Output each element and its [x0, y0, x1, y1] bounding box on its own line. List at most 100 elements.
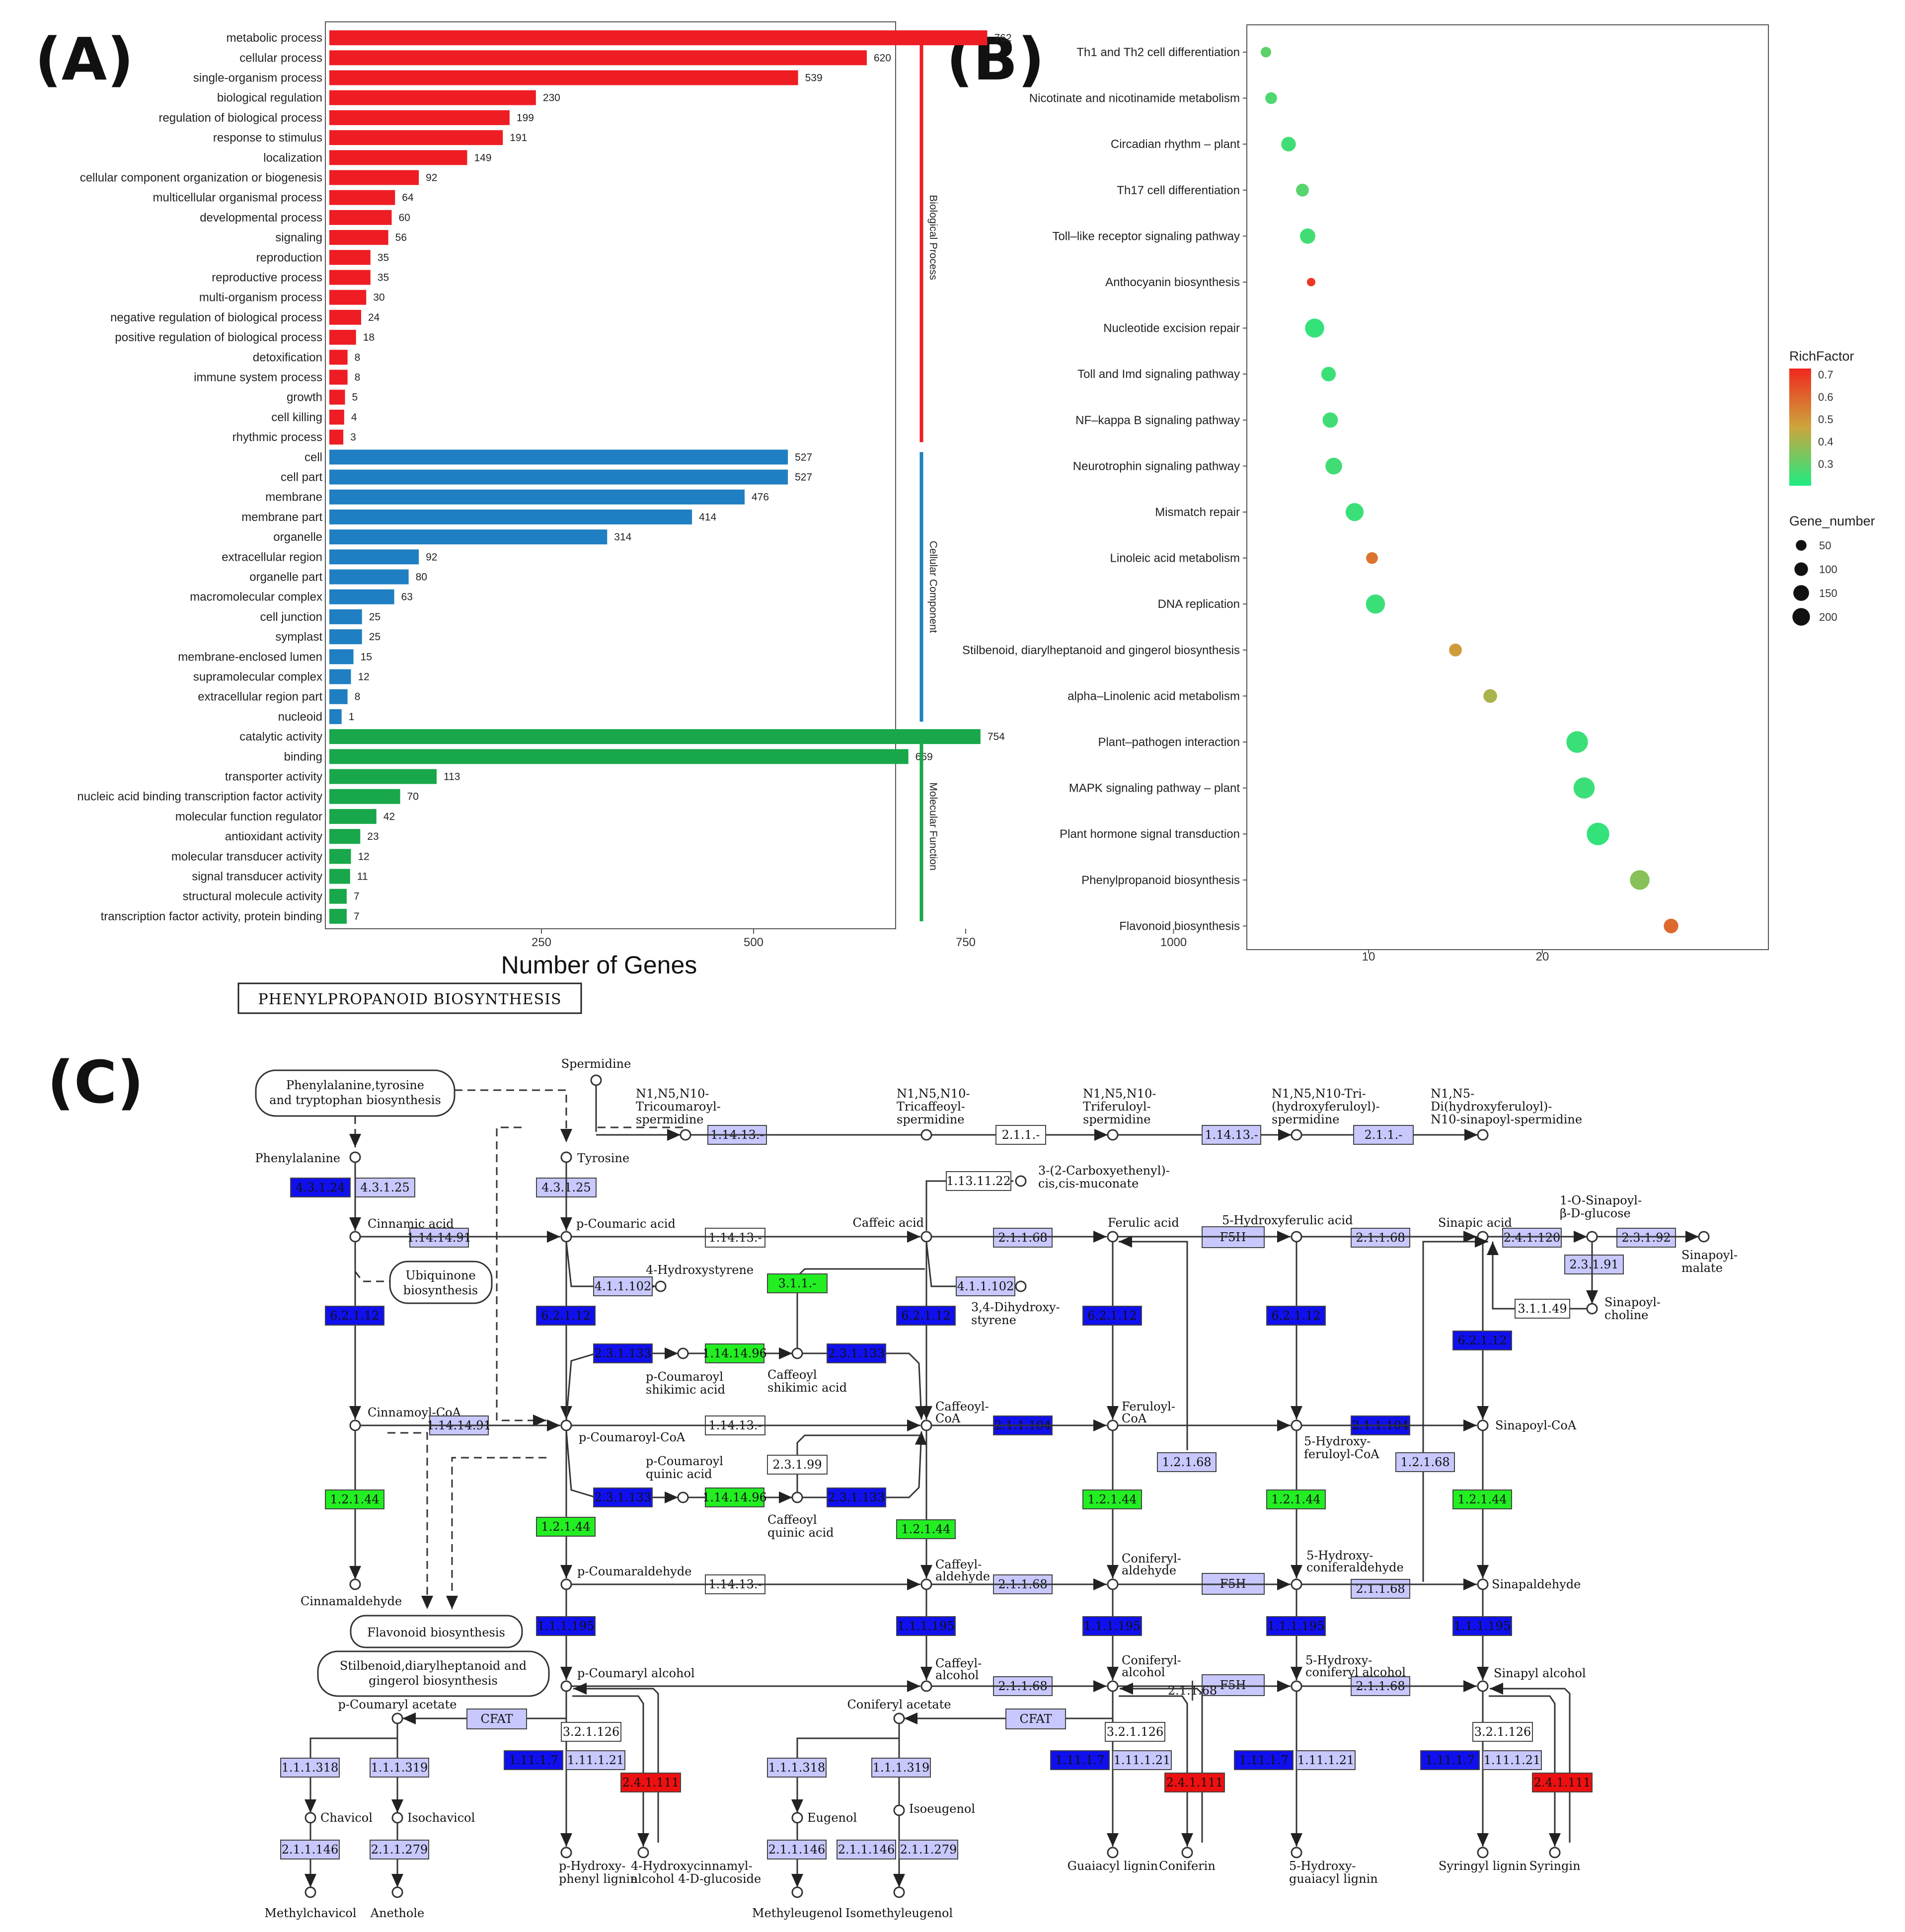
enzyme-label-e111319b: 1.1.1.319	[873, 1761, 930, 1775]
enzyme-label-e113122: 1.13.11.22	[946, 1174, 1011, 1188]
pathway-label-10: Mismatch repair	[1155, 506, 1240, 519]
compound-label-p_coumaraldehyde: p-Coumaraldehyde	[577, 1564, 691, 1578]
enzyme-box-e41102b	[956, 1276, 1015, 1296]
compound-label-coniferin: Coniferin	[1159, 1859, 1216, 1873]
bar-1-4	[329, 529, 608, 545]
compound-label-chavicol: Chavicol	[320, 1811, 373, 1825]
value-label-0-18: 5	[352, 392, 358, 403]
enzyme-label-e211146c: 2.1.1.146	[838, 1843, 895, 1857]
enzyme-e12144c: 1.2.1.44	[896, 1519, 956, 1539]
enzyme-label-e321126c: 3.2.1.126	[1474, 1725, 1531, 1739]
enzyme-label-e23133a: 2.3.1.133	[595, 1346, 652, 1360]
compound-label-guaiacyl_lignin: Guaiacyl lignin	[1067, 1859, 1158, 1873]
enzyme-box-e24111b	[1164, 1773, 1225, 1792]
node-p-hydroxyphenyl-lignin	[560, 1847, 572, 1858]
compound-label-triferuloyl_1: N1,N5,N10-	[1083, 1087, 1156, 1101]
value-label-0-0: 762	[994, 32, 1011, 44]
enzyme-e21168a: 2.1.1.68	[993, 1228, 1053, 1248]
enzyme-e11121a: 1.11.1.21	[566, 1750, 625, 1770]
enzyme-label-f5hc: F5H	[1220, 1678, 1246, 1692]
enzyme-box-e1117d	[1420, 1750, 1480, 1770]
value-label-1-6: 80	[416, 572, 427, 583]
enzyme-box-e311	[767, 1273, 828, 1293]
compound-label-coniferyl_alcohol_1: Coniferyl-	[1122, 1653, 1181, 1667]
enzyme-e24111a: 2.4.1.111	[620, 1773, 681, 1792]
category-label-2-8: structural molecule activity	[183, 890, 322, 903]
value-label-1-11: 12	[358, 671, 369, 683]
compound-label-sinapaldehyde: Sinapaldehyde	[1492, 1577, 1581, 1591]
category-label-1-3: membrane part	[241, 511, 322, 524]
enzyme-e431_25a: 4.3.1.25	[355, 1178, 415, 1197]
node-guaiacyl-glucoside	[1181, 1847, 1193, 1858]
enzyme-e621c: 6.2.1.12	[896, 1306, 956, 1326]
enzyme-box-e1141a	[705, 1228, 765, 1248]
enzyme-e431_24: 4.3.1.24	[290, 1178, 351, 1197]
bubble-4	[1300, 228, 1315, 244]
enzyme-box-e211146b	[767, 1840, 827, 1859]
pathway-label-1: Nicotinate and nicotinamide metabolism	[1029, 92, 1240, 105]
enzyme-box-e24111c	[1532, 1773, 1593, 1792]
category-label-1-0: cell	[305, 450, 322, 464]
enzyme-box-e621f	[1452, 1331, 1512, 1350]
compound-label-coniferyl_aldehyde_1: Coniferyl-	[1122, 1552, 1181, 1565]
value-label-1-10: 15	[361, 651, 372, 663]
enzyme-e23133c: 2.3.1.133	[593, 1487, 653, 1507]
enzyme-label-e23191: 2.3.1.91	[1569, 1258, 1618, 1271]
bubble-12	[1366, 594, 1385, 614]
compound-label-hydroxyguaiacyl_lignin_1: 5-Hydroxy-	[1289, 1859, 1356, 1873]
bar-0-6	[329, 150, 467, 165]
bar-2-6	[329, 849, 351, 864]
enzyme-e211146c: 2.1.1.146	[837, 1840, 896, 1859]
enzyme-e12144a: 1.2.1.44	[325, 1489, 384, 1509]
compound-label-coniferyl_acetate: Coniferyl acetate	[847, 1698, 951, 1711]
legend-size-label-1: 100	[1819, 563, 1837, 576]
node-hydroxystyrene	[655, 1280, 667, 1292]
compound-label-sinapoyl_coa: Sinapoyl-CoA	[1495, 1418, 1577, 1432]
enzyme-e111195a: 1.1.1.195	[536, 1616, 596, 1636]
enzyme-label-cfata: CFAT	[481, 1712, 513, 1726]
enzyme-label-e111195d: 1.1.1.195	[1268, 1619, 1325, 1633]
bar-1-0	[329, 449, 788, 465]
category-label-1-6: organelle part	[249, 571, 322, 584]
value-label-0-17: 8	[355, 372, 361, 383]
bubble-14	[1483, 689, 1497, 703]
enzyme-label-e24111b: 2.4.1.111	[1166, 1776, 1223, 1789]
enzyme-e12168a: 1.2.1.68	[1157, 1452, 1217, 1472]
bubble-5	[1306, 278, 1316, 287]
map-label-stilbenoid_2: gingerol biosynthesis	[369, 1674, 498, 1688]
enzyme-e211146b: 2.1.1.146	[767, 1840, 827, 1859]
enzyme-box-e11121a	[566, 1750, 625, 1770]
enzyme-box-e211_top2	[1353, 1125, 1414, 1145]
bar-0-2	[329, 70, 798, 85]
compound-label-triferuloyl_3: spermidine	[1083, 1113, 1151, 1126]
panel-label-a: (A)	[35, 25, 134, 93]
value-label-0-14: 24	[368, 312, 380, 323]
enzyme-e24111c: 2.4.1.111	[1532, 1773, 1593, 1792]
compound-label-eugenol: Eugenol	[807, 1811, 857, 1825]
enzyme-box-e41102a	[593, 1276, 653, 1296]
value-label-2-7: 11	[357, 871, 368, 883]
bubble-13	[1449, 643, 1462, 657]
enzyme-e111318a: 1.1.1.318	[280, 1758, 340, 1778]
node-sinapoyl-glucose	[1586, 1231, 1598, 1243]
bar-0-9	[329, 210, 392, 225]
enzyme-box-cfatb	[1005, 1709, 1066, 1729]
value-label-2-2: 113	[444, 771, 460, 783]
connector-22	[1487, 1242, 1587, 1310]
enzyme-label-e23199: 2.3.1.99	[772, 1458, 822, 1472]
legend-size-dot-2	[1793, 585, 1809, 601]
enzyme-box-e12144f	[1452, 1489, 1512, 1509]
enzyme-box-cfata	[466, 1709, 527, 1729]
node-caffeyl-alcohol	[920, 1680, 932, 1692]
enzyme-box-e111195b	[896, 1616, 956, 1636]
map-label-phe_tyr_trp_1: Phenylalanine,tyrosine	[286, 1078, 424, 1092]
pathway-label-19: Flavonoid biosynthesis	[1119, 919, 1240, 933]
enzyme-e23133b: 2.3.1.133	[827, 1343, 886, 1363]
value-label-1-4: 314	[614, 531, 631, 543]
map-label-flavonoid: Flavonoid biosynthesis	[367, 1626, 505, 1639]
enzyme-label-e12168b: 1.2.1.68	[1400, 1455, 1449, 1469]
x-tick-label-a-3: 1000	[1160, 936, 1187, 949]
category-label-1-4: organelle	[273, 530, 322, 544]
compound-label-caffeyl_aldehyde_1: Caffeyl-	[935, 1558, 982, 1571]
